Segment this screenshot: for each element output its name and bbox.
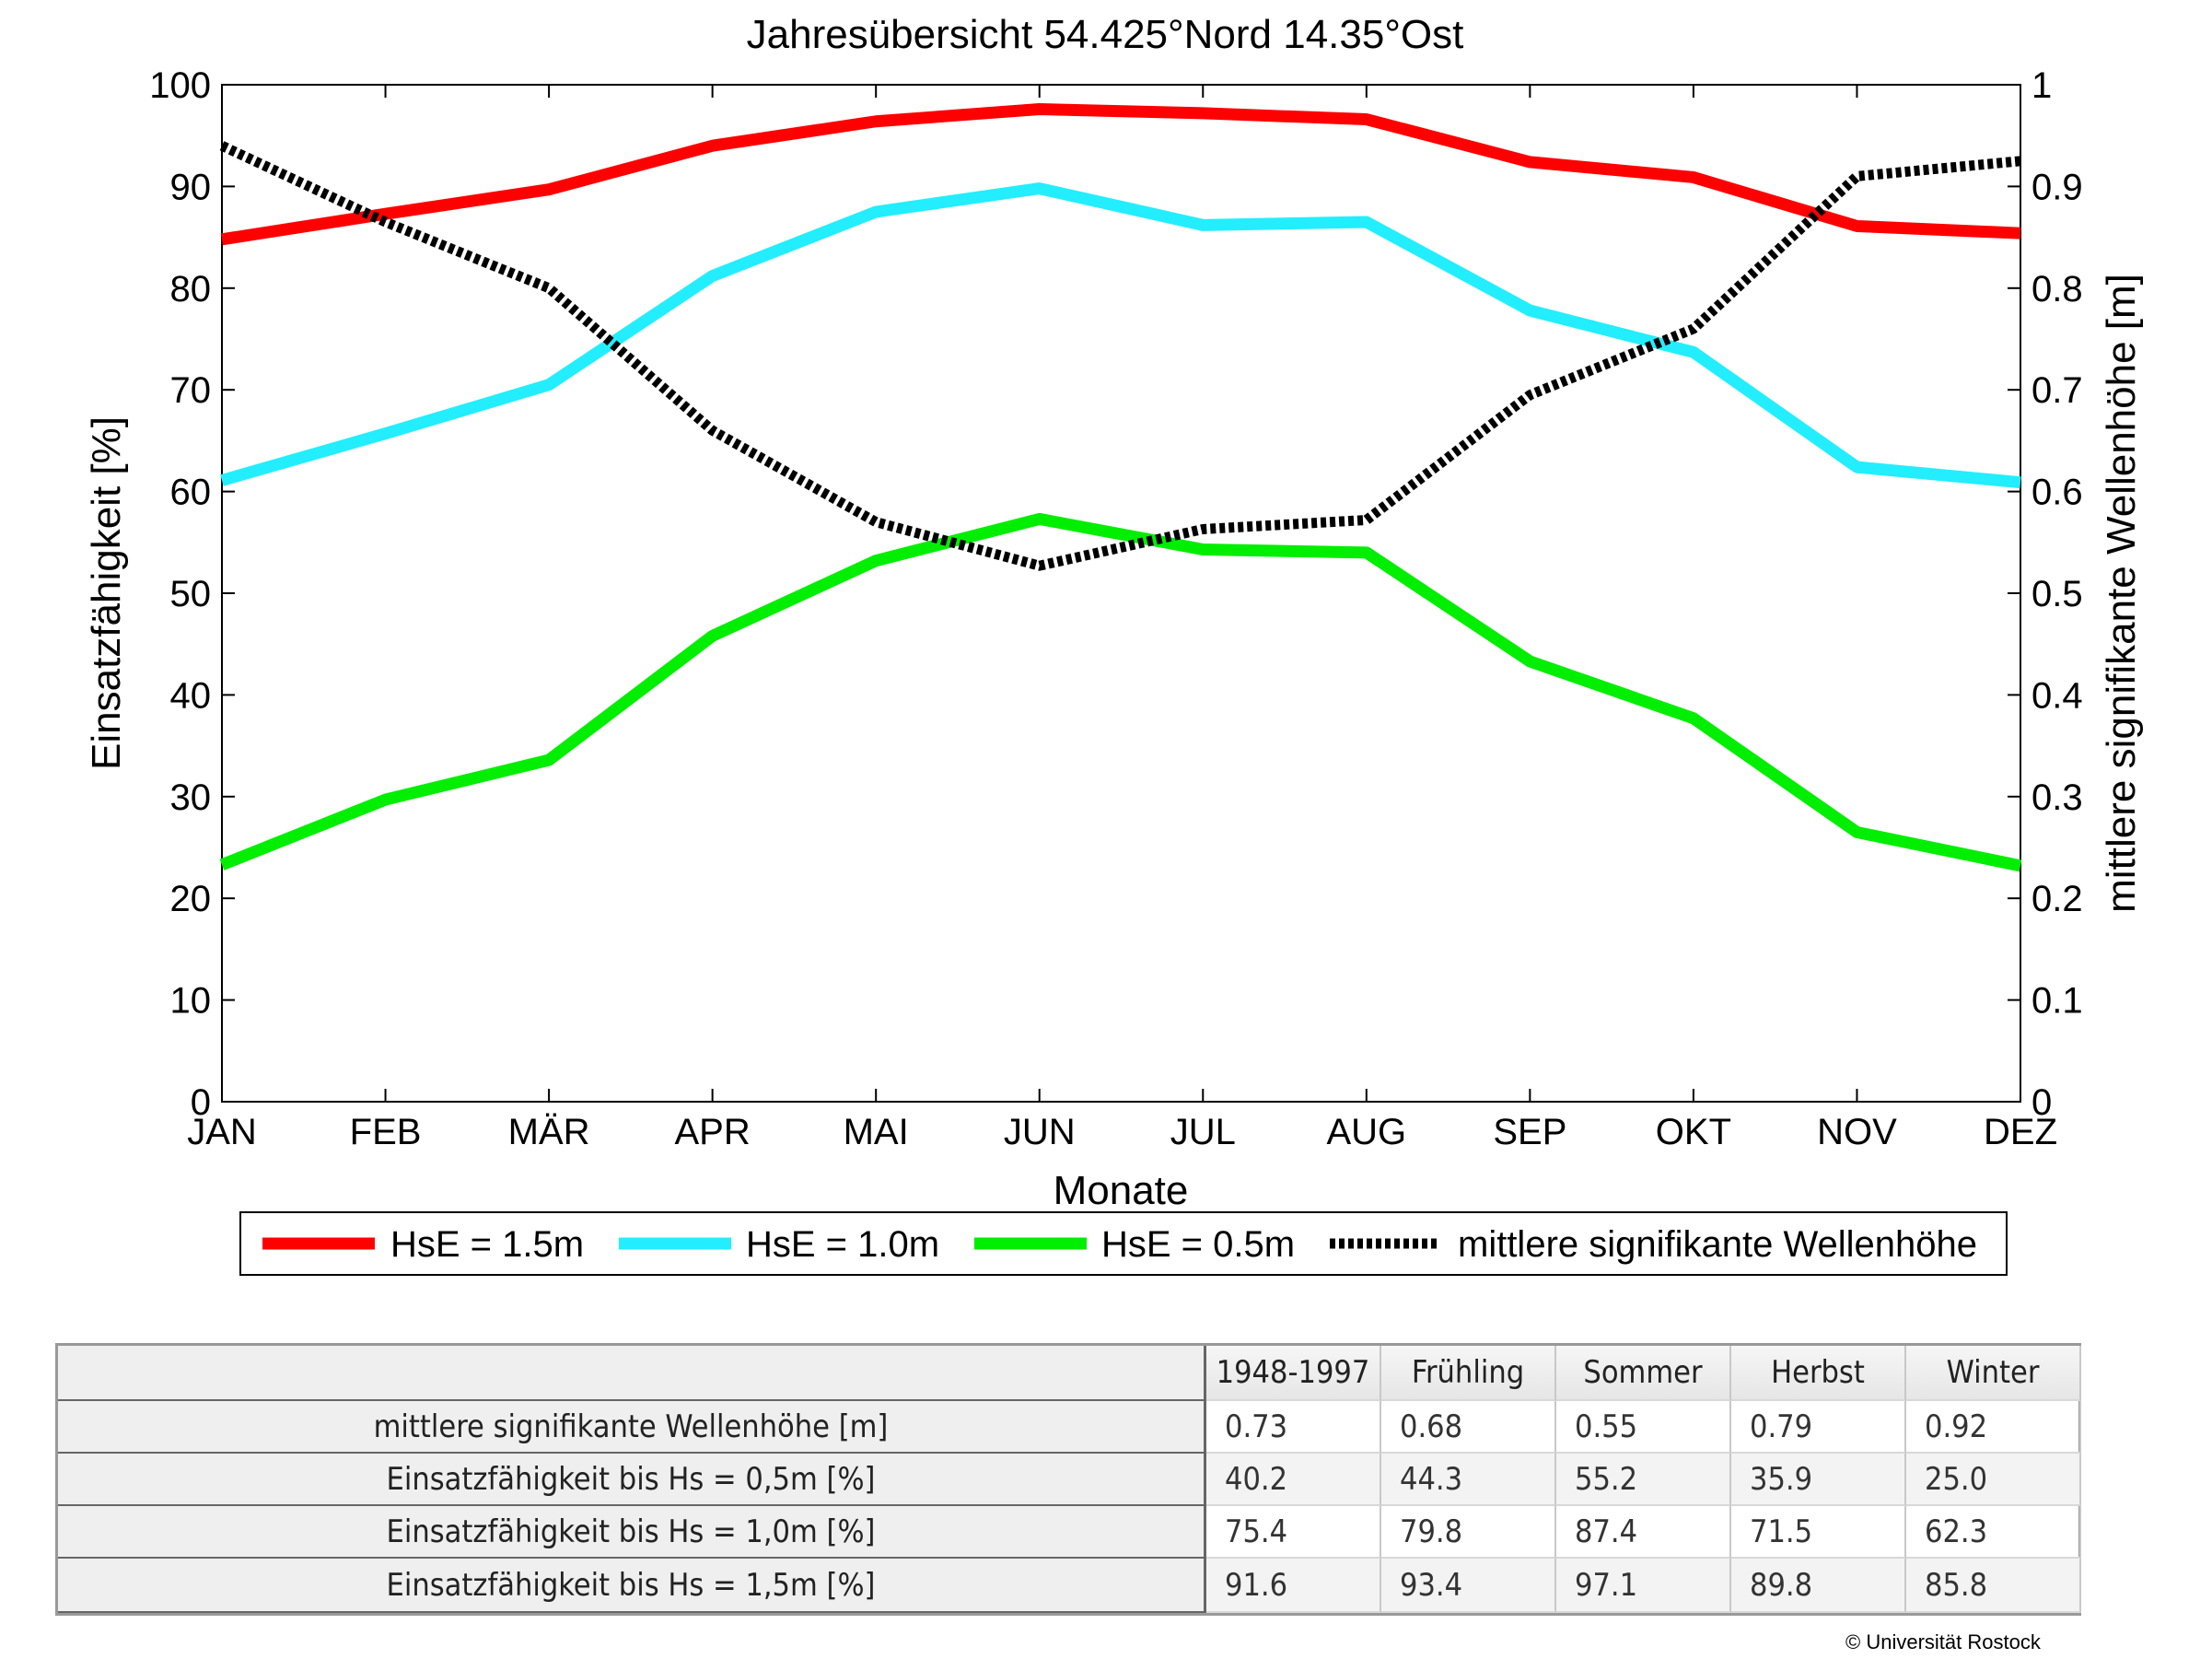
axis-ticks: JAN FEB MÄR APR MAI JUN JUL AUG SEP OKT NOV DEZ0102… (149, 65, 2082, 1152)
y-tick-label-left: 0 (191, 1082, 211, 1123)
x-tick-label: SEP (1493, 1112, 1566, 1152)
table-column-header: Sommer (1556, 1346, 1731, 1401)
y-tick-label-left: 60 (170, 473, 212, 513)
table-cell: 75.4 (1206, 1506, 1381, 1559)
table-row-header: Einsatzfähigkeit bis Hs = 1,5m [%] (58, 1559, 1206, 1613)
legend-label: HsE = 1.0m (746, 1224, 939, 1265)
table-column-header: 1948-1997 (1206, 1346, 1381, 1401)
y-tick-label-left: 10 (170, 981, 212, 1022)
y-tick-label-right: 0.9 (2032, 167, 2083, 207)
table-cell: 35.9 (1731, 1454, 1906, 1506)
legend-label: HsE = 0.5m (1101, 1224, 1295, 1265)
table-cell: 62.3 (1906, 1506, 2081, 1559)
chart-area: Jahresübersicht 54.425°Nord 14.35°Ost JA… (84, 12, 2144, 1276)
legend-label: mittlere signifikante Wellenhöhe (1458, 1224, 1977, 1265)
table-cell: 0.68 (1381, 1401, 1556, 1454)
table-cell: 87.4 (1556, 1506, 1731, 1559)
table-column-header: Herbst (1731, 1346, 1906, 1401)
table-cell: 0.79 (1731, 1401, 1906, 1454)
y-tick-label-left: 30 (170, 777, 212, 818)
table-cell: 0.55 (1556, 1401, 1731, 1454)
y-tick-label-right: 0.3 (2032, 777, 2083, 818)
statistics-table: 1948-1997 Frühling Sommer Herbst Winter mittl… (55, 1343, 2081, 1616)
table-row-header: mittlere signifikante Wellenhöhe [m] (58, 1401, 1206, 1454)
table-row-header: Einsatzfähigkeit bis Hs = 1,0m [%] (58, 1506, 1206, 1559)
line-chart: Jahresübersicht 54.425°Nord 14.35°Ost JA… (84, 12, 2144, 1276)
y-tick-label-right: 0.4 (2032, 675, 2083, 716)
table-cell: 55.2 (1556, 1454, 1731, 1506)
table-row-header: Einsatzfähigkeit bis Hs = 0,5m [%] (58, 1454, 1206, 1506)
copyright-notice: © Universität Rostock (1845, 1630, 2041, 1653)
x-tick-label: JUL (1170, 1112, 1236, 1152)
y-tick-label-left: 70 (170, 370, 212, 411)
y-tick-label-right: 0.8 (2032, 269, 2083, 310)
y-tick-label-left: 40 (170, 675, 212, 716)
y-tick-label-left: 100 (149, 65, 211, 106)
y-tick-label-left: 50 (170, 574, 212, 614)
table-cell: 0.92 (1906, 1401, 2081, 1454)
legend-label: HsE = 1.5m (390, 1224, 584, 1265)
series-line (221, 102, 2021, 246)
x-tick-label: JAN (187, 1112, 257, 1152)
plot-frame (221, 84, 2021, 1103)
x-tick-label: FEB (350, 1112, 422, 1152)
table-column-header: Frühling (1381, 1346, 1556, 1401)
y-tick-label-left: 20 (170, 879, 212, 919)
table-cell: 89.8 (1731, 1559, 1906, 1613)
x-tick-label: APR (675, 1112, 751, 1152)
table-cell: 93.4 (1381, 1559, 1556, 1613)
y-axis-label-right: mittlere signifikante Wellenhöhe [m] (2099, 274, 2144, 913)
x-tick-label: NOV (1817, 1112, 1897, 1152)
table-cell: 40.2 (1206, 1454, 1381, 1506)
series-line (220, 182, 2021, 489)
x-tick-label: OKT (1656, 1112, 1731, 1152)
table-cell: 79.8 (1381, 1506, 1556, 1559)
x-tick-label: AUG (1326, 1112, 1406, 1152)
x-tick-label: MAI (844, 1112, 909, 1152)
x-tick-label: DEZ (1984, 1112, 2057, 1152)
y-tick-label-left: 80 (170, 269, 212, 310)
table-column-header: Winter (1906, 1346, 2081, 1401)
table-cell: 97.1 (1556, 1559, 1731, 1613)
table-cell: 71.5 (1731, 1506, 1906, 1559)
table-cell: 0.73 (1206, 1401, 1381, 1454)
y-tick-label-right: 0.2 (2032, 879, 2083, 919)
table-cell: 44.3 (1381, 1454, 1556, 1506)
legend: HsE = 1.5m HsE = 1.0m HsE = 0.5m mittlere s… (239, 1211, 2008, 1276)
y-tick-label-right: 0.7 (2032, 370, 2083, 411)
series-lines (219, 102, 2022, 872)
series-line (219, 512, 2022, 872)
y-tick-label-right: 0.6 (2032, 473, 2083, 513)
chart-title: Jahresübersicht 54.425°Nord 14.35°Ost (747, 12, 1464, 57)
legend-frame (239, 1211, 2008, 1276)
y-tick-label-left: 90 (170, 167, 212, 207)
x-tick-label: JUN (1004, 1112, 1076, 1152)
table-corner-cell (58, 1346, 1206, 1401)
x-tick-label: MÄR (508, 1112, 590, 1152)
y-tick-label-right: 0.5 (2032, 574, 2083, 614)
series-line (219, 141, 2021, 571)
y-tick-label-right: 0.1 (2032, 981, 2083, 1022)
table-cell: 91.6 (1206, 1559, 1381, 1613)
table-cell: 25.0 (1906, 1454, 2081, 1506)
y-tick-label-right: 1 (2032, 65, 2052, 106)
table-cell: 85.8 (1906, 1559, 2081, 1613)
y-axis-label-left: Einsatzfähigkeit [%] (84, 416, 129, 770)
y-tick-label-right: 0 (2032, 1082, 2052, 1123)
x-axis-label: Monate (1054, 1168, 1189, 1213)
